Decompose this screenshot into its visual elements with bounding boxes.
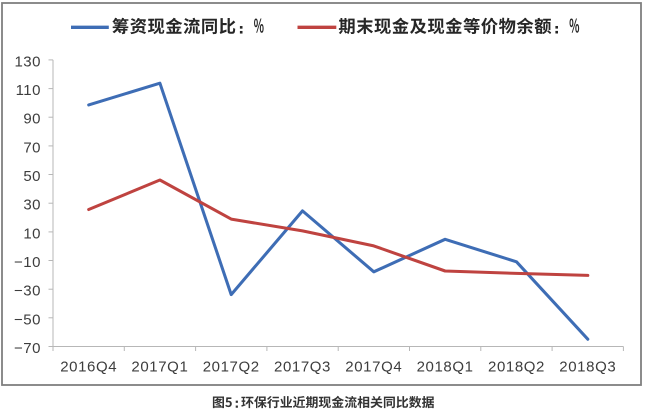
svg-text:2018Q1: 2018Q1 (417, 359, 474, 376)
svg-text:2017Q3: 2017Q3 (274, 359, 331, 376)
svg-text:70: 70 (23, 139, 41, 156)
svg-text:−50: −50 (14, 311, 41, 328)
svg-text:2016Q4: 2016Q4 (60, 359, 117, 376)
svg-text:−10: −10 (14, 254, 41, 271)
svg-text:130: 130 (14, 53, 41, 70)
svg-text:−30: −30 (14, 283, 41, 300)
svg-text:2017Q1: 2017Q1 (131, 359, 188, 376)
svg-text:10: 10 (23, 225, 41, 242)
svg-text:50: 50 (23, 168, 41, 185)
svg-text:90: 90 (23, 111, 41, 128)
svg-text:2018Q2: 2018Q2 (488, 359, 545, 376)
svg-text:110: 110 (16, 82, 41, 99)
svg-text:2018Q3: 2018Q3 (559, 359, 616, 376)
svg-text:−70: −70 (14, 340, 41, 357)
svg-text:2017Q2: 2017Q2 (203, 359, 260, 376)
svg-text:30: 30 (23, 197, 41, 214)
svg-text:2017Q4: 2017Q4 (345, 359, 402, 376)
